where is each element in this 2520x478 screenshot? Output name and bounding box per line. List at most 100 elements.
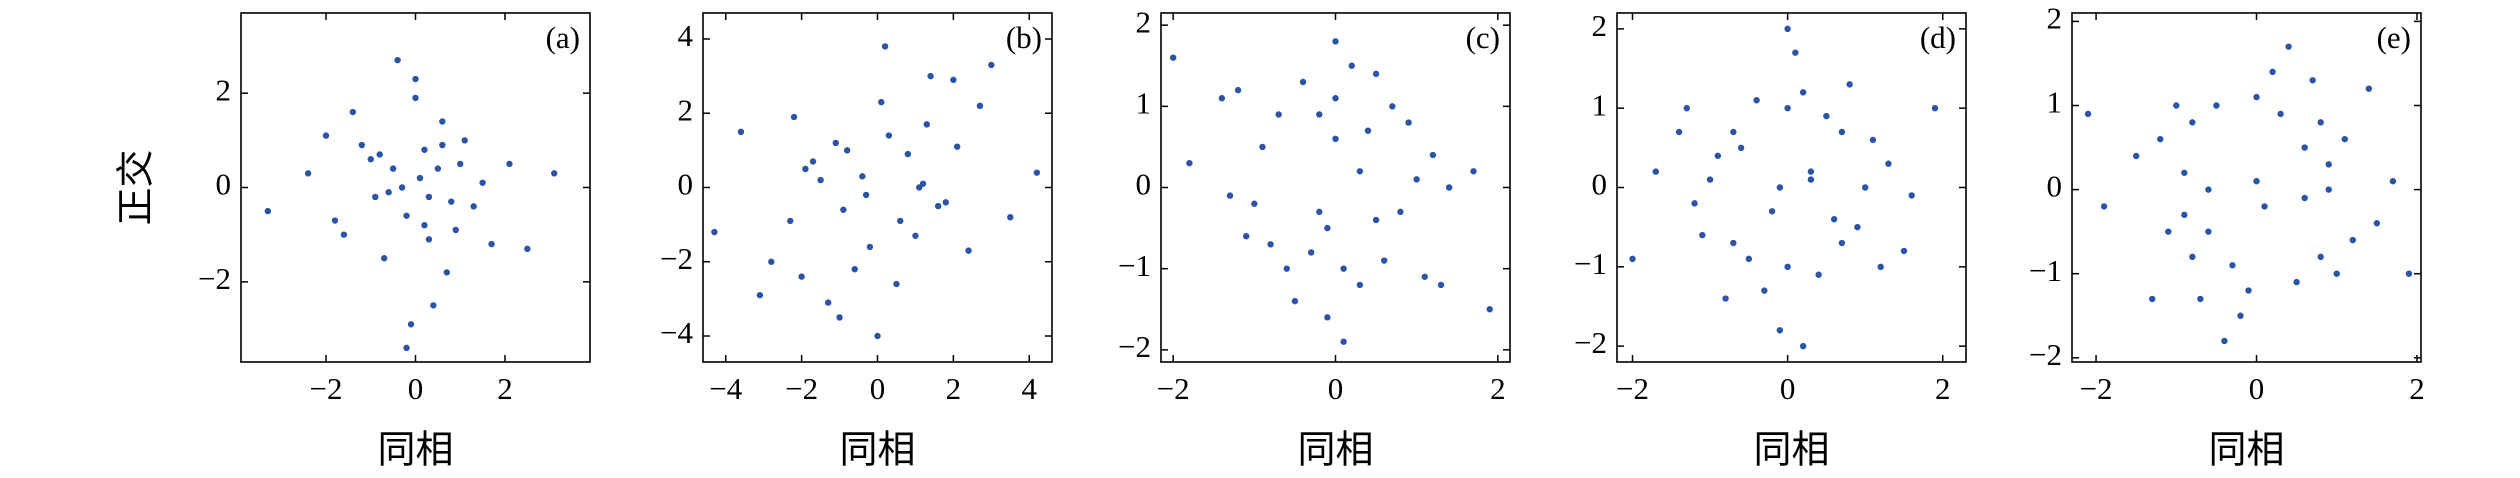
point [1413, 176, 1420, 183]
point [1730, 128, 1737, 136]
point [859, 173, 866, 180]
point [874, 332, 881, 340]
point [1652, 168, 1659, 175]
point [407, 321, 415, 328]
point [372, 193, 379, 201]
point [322, 132, 330, 139]
point [1838, 239, 1846, 247]
point [2181, 211, 2188, 219]
point [832, 139, 839, 147]
point [2301, 144, 2308, 151]
point [439, 141, 446, 149]
point [1299, 78, 1307, 86]
point [1807, 168, 1815, 175]
point [1356, 281, 1364, 289]
point [2349, 236, 2357, 244]
point [2100, 203, 2108, 210]
point [2221, 337, 2228, 345]
panel-label: (a) [546, 20, 580, 55]
point [524, 245, 531, 253]
x-tick-label: 0 [2249, 371, 2265, 406]
y-tick-label: −4 [660, 315, 693, 350]
point [790, 113, 798, 121]
y-tick-label: 1 [1136, 85, 1152, 120]
point [2084, 110, 2092, 118]
point [965, 247, 972, 254]
point [1324, 314, 1331, 321]
point [840, 206, 847, 213]
point [1869, 136, 1877, 144]
point [2165, 228, 2172, 235]
point [798, 273, 805, 280]
point [1877, 263, 1884, 271]
point [2277, 110, 2284, 118]
y-tick-label: −2 [198, 261, 231, 296]
x-axis-title: 同相 [2208, 428, 2284, 472]
panel-label: (b) [1006, 20, 1042, 55]
point [1397, 208, 1404, 216]
x-tick-label: 4 [1021, 371, 1037, 406]
point [304, 170, 312, 177]
x-axis-title: 同相 [1753, 428, 1829, 472]
point [787, 217, 794, 225]
point [1445, 184, 1453, 191]
x-tick-label: 2 [1935, 371, 1951, 406]
x-tick-label: −2 [785, 371, 818, 406]
point [2325, 186, 2332, 193]
point [768, 258, 775, 265]
point [893, 280, 900, 288]
point [380, 255, 388, 262]
point [1234, 86, 1242, 94]
point [2132, 152, 2140, 160]
point [394, 56, 401, 64]
point [1838, 128, 1846, 136]
point [2365, 85, 2373, 92]
point [923, 121, 931, 128]
point [2301, 194, 2308, 202]
point [817, 176, 824, 184]
point [1761, 287, 1768, 294]
x-tick-label: −2 [310, 371, 343, 406]
point [976, 102, 984, 110]
point [1169, 54, 1177, 61]
point [1823, 112, 1830, 120]
point [1885, 160, 1892, 167]
point [1486, 306, 1493, 313]
point [851, 265, 858, 273]
point [1007, 214, 1014, 221]
panel-label: (c) [1466, 20, 1500, 55]
point [1753, 97, 1760, 104]
point [1316, 111, 1323, 118]
point [358, 141, 366, 149]
y-tick-label: 0 [216, 167, 232, 202]
point [2325, 161, 2332, 168]
point [2197, 295, 2204, 303]
point [2269, 68, 2276, 76]
point [1291, 297, 1299, 305]
point [331, 217, 339, 224]
point [1243, 232, 1250, 240]
point [1340, 265, 1347, 272]
point [934, 202, 942, 210]
point [1275, 111, 1282, 118]
x-axis-title: 同相 [1297, 428, 1373, 472]
point [878, 98, 885, 106]
y-tick-label: 2 [2047, 1, 2063, 36]
point [1675, 128, 1683, 136]
point [2149, 295, 2156, 303]
point [1307, 249, 1315, 256]
point [1854, 223, 1861, 231]
point [1437, 281, 1445, 289]
y-tick-label: 0 [2047, 169, 2063, 204]
point [367, 156, 374, 163]
point [1768, 208, 1776, 215]
point [862, 191, 870, 199]
axes-box [2071, 12, 2422, 363]
point [1745, 255, 1753, 263]
y-tick-label: −2 [1574, 325, 1607, 360]
point [430, 302, 437, 309]
point [1372, 70, 1380, 78]
point [1380, 257, 1388, 264]
